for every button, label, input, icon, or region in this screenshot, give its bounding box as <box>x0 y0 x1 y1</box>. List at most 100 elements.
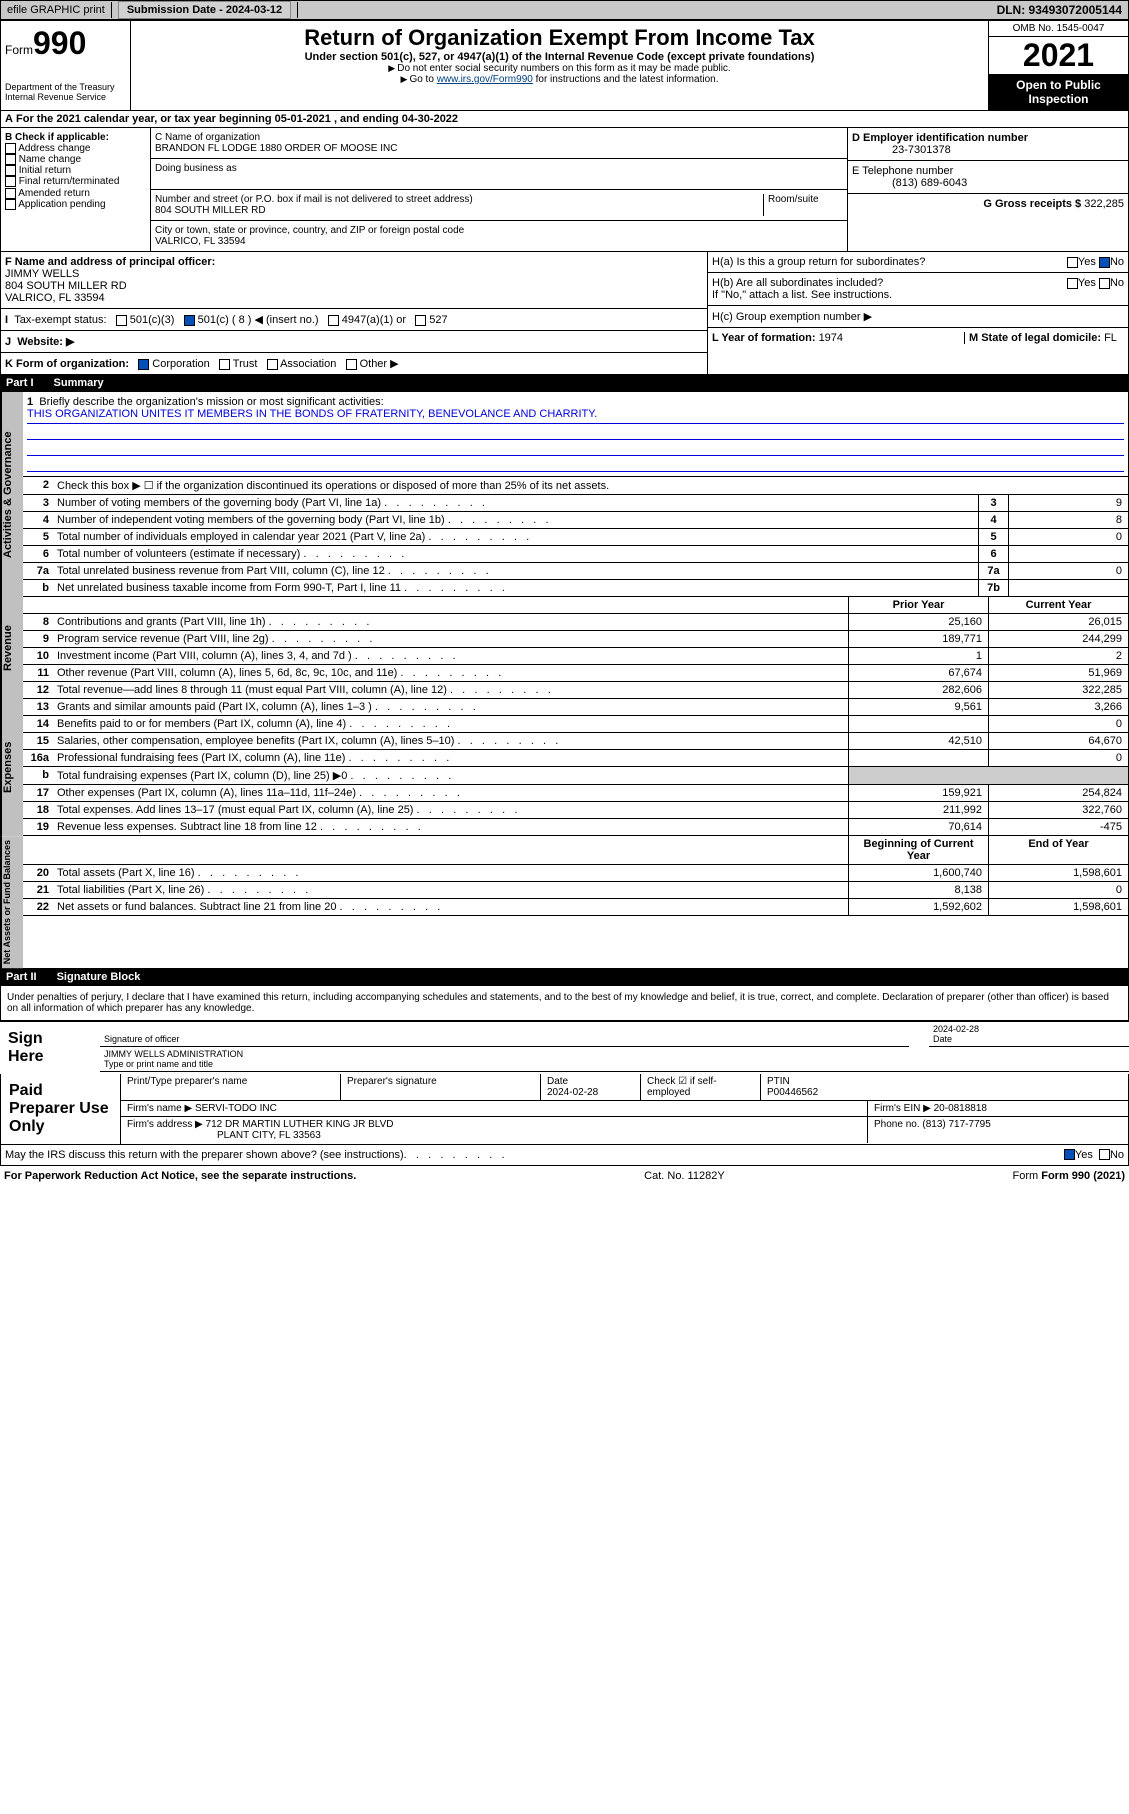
officer-addr2: VALRICO, FL 33594 <box>5 292 105 304</box>
part1-num: Part I <box>6 377 34 389</box>
firm-addr1: 712 DR MARTIN LUTHER KING JR BLVD <box>206 1119 394 1130</box>
addr-label: Number and street (or P.O. box if mail i… <box>155 194 473 205</box>
discuss-no-checkbox[interactable] <box>1099 1149 1110 1160</box>
summary-line: 3Number of voting members of the governi… <box>23 495 1128 512</box>
prep-date: 2024-02-28 <box>547 1087 598 1098</box>
hc-label: H(c) Group exemption number ▶ <box>708 306 1128 328</box>
f-label: F Name and address of principal officer: <box>5 256 215 268</box>
domicile-state: FL <box>1104 332 1117 344</box>
part2-title: Signature Block <box>57 971 141 983</box>
rev-side-label: Revenue <box>1 597 23 699</box>
tax-status-label: Tax-exempt status: <box>14 314 106 326</box>
efile-label: efile GRAPHIC print <box>1 2 112 18</box>
data-line: 10Investment income (Part VIII, column (… <box>23 648 1128 665</box>
room-label: Room/suite <box>763 194 843 216</box>
check-self-label: Check ☑ if self-employed <box>641 1074 761 1100</box>
form-number: 990 <box>33 25 86 61</box>
city-label: City or town, state or province, country… <box>155 225 464 236</box>
irs-link[interactable]: www.irs.gov/Form990 <box>437 74 533 85</box>
irs-label: Internal Revenue Service <box>5 92 126 102</box>
firm-ein: 20-0818818 <box>934 1103 987 1114</box>
ptin-value: P00446562 <box>767 1087 818 1098</box>
hb-note: If "No," attach a list. See instructions… <box>712 289 892 301</box>
section-b: B Check if applicable: Address change Na… <box>1 128 151 251</box>
firm-phone: (813) 717-7795 <box>922 1119 990 1130</box>
data-line: 18Total expenses. Add lines 13–17 (must … <box>23 802 1128 819</box>
officer-addr1: 804 SOUTH MILLER RD <box>5 280 127 292</box>
527-checkbox[interactable] <box>415 315 426 326</box>
begin-hdr: Beginning of Current Year <box>848 836 988 864</box>
summary-line: 6Total number of volunteers (estimate if… <box>23 546 1128 563</box>
data-line: 15Salaries, other compensation, employee… <box>23 733 1128 750</box>
k-label: K Form of organization: <box>5 358 129 370</box>
summary-line: 2Check this box ▶ ☐ if the organization … <box>23 477 1128 495</box>
data-line: 11Other revenue (Part VIII, column (A), … <box>23 665 1128 682</box>
data-line: 17Other expenses (Part IX, column (A), l… <box>23 785 1128 802</box>
hb-label: H(b) Are all subordinates included? <box>712 277 883 289</box>
part1-title: Summary <box>54 377 104 389</box>
firm-phone-label: Phone no. <box>874 1119 922 1130</box>
pt-label: Print/Type preparer's name <box>121 1074 341 1100</box>
prior-hdr: Prior Year <box>848 597 988 613</box>
net-side-label: Net Assets or Fund Balances <box>1 836 23 968</box>
sign-here-label: Sign Here <box>0 1022 80 1074</box>
g-label: G Gross receipts $ <box>983 198 1084 210</box>
trust-checkbox[interactable] <box>219 359 230 370</box>
check-option[interactable]: Name change <box>5 154 146 165</box>
data-line: 13Grants and similar amounts paid (Part … <box>23 699 1128 716</box>
pra-notice: For Paperwork Reduction Act Notice, see … <box>4 1170 356 1182</box>
ha-label: H(a) Is this a group return for subordin… <box>712 256 925 268</box>
cat-no: Cat. No. 11282Y <box>644 1170 725 1182</box>
formation-year: 1974 <box>819 332 843 344</box>
dept-label: Department of the Treasury <box>5 82 126 92</box>
footer-form: Form 990 (2021) <box>1041 1170 1125 1182</box>
data-line: 12Total revenue—add lines 8 through 11 (… <box>23 682 1128 699</box>
m-label: M State of legal domicile: <box>969 332 1104 344</box>
check-option[interactable]: Application pending <box>5 199 146 210</box>
4947-checkbox[interactable] <box>328 315 339 326</box>
data-line: 20Total assets (Part X, line 16) 1,600,7… <box>23 865 1128 882</box>
corp-checkbox[interactable] <box>138 359 149 370</box>
part2-num: Part II <box>6 971 37 983</box>
firm-addr-label: Firm's address ▶ <box>127 1119 206 1130</box>
discuss-yes-checkbox[interactable] <box>1064 1149 1075 1160</box>
501c3-checkbox[interactable] <box>116 315 127 326</box>
phone-value: (813) 689-6043 <box>892 177 967 189</box>
501c-checkbox[interactable] <box>184 315 195 326</box>
form-subtitle-1: Under section 501(c), 527, or 4947(a)(1)… <box>135 51 984 63</box>
ps-label: Preparer's signature <box>341 1074 541 1100</box>
org-name: BRANDON FL LODGE 1880 ORDER OF MOOSE INC <box>155 143 397 154</box>
data-line: 9Program service revenue (Part VIII, lin… <box>23 631 1128 648</box>
check-option[interactable]: Initial return <box>5 165 146 176</box>
firm-label: Firm's name ▶ <box>127 1103 195 1114</box>
d-label: D Employer identification number <box>852 132 1028 144</box>
mission-label: Briefly describe the organization's miss… <box>39 396 383 408</box>
data-line: bTotal fundraising expenses (Part IX, co… <box>23 767 1128 785</box>
firm-addr2: PLANT CITY, FL 33563 <box>217 1130 321 1141</box>
penalties-text: Under penalties of perjury, I declare th… <box>0 985 1129 1021</box>
website-label: Website: ▶ <box>17 336 74 348</box>
officer-name: JIMMY WELLS <box>5 268 79 280</box>
ein-label: Firm's EIN ▶ <box>874 1103 934 1114</box>
firm-name: SERVI-TODO INC <box>195 1103 277 1114</box>
open-to-public: Open to Public Inspection <box>989 74 1128 110</box>
ptin-label: PTIN <box>767 1076 790 1087</box>
assoc-checkbox[interactable] <box>267 359 278 370</box>
check-option[interactable]: Final return/terminated <box>5 176 146 187</box>
summary-line: 4Number of independent voting members of… <box>23 512 1128 529</box>
check-option[interactable]: Amended return <box>5 188 146 199</box>
data-line: 14Benefits paid to or for members (Part … <box>23 716 1128 733</box>
form-label: Form <box>5 43 33 57</box>
data-line: 19Revenue less expenses. Subtract line 1… <box>23 819 1128 836</box>
other-checkbox[interactable] <box>346 359 357 370</box>
form-title: Return of Organization Exempt From Incom… <box>135 25 984 51</box>
ein-value: 23-7301378 <box>892 144 951 156</box>
submission-button[interactable]: Submission Date - 2024-03-12 <box>118 1 291 19</box>
check-option[interactable]: Address change <box>5 143 146 154</box>
data-line: 8Contributions and grants (Part VIII, li… <box>23 614 1128 631</box>
goto-pre: Go to <box>409 74 436 85</box>
sig-date-label: Date <box>933 1034 952 1044</box>
exp-side-label: Expenses <box>1 699 23 836</box>
sig-name: JIMMY WELLS ADMINISTRATION <box>104 1049 243 1059</box>
l-label: L Year of formation: <box>712 332 819 344</box>
